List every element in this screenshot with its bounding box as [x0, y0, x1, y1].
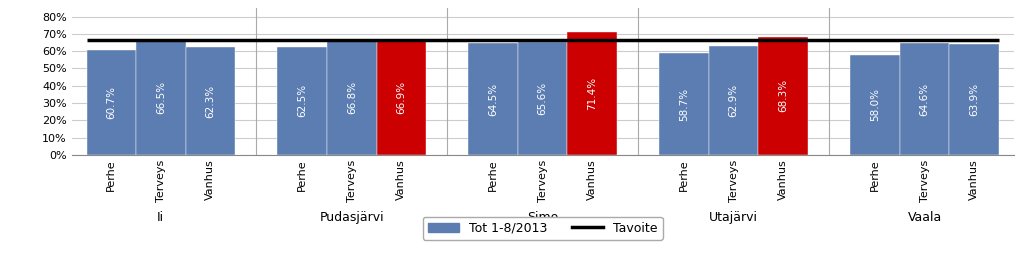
- Text: 71.4%: 71.4%: [587, 77, 597, 110]
- Text: 60.7%: 60.7%: [106, 86, 117, 119]
- Text: Vaala: Vaala: [907, 211, 942, 224]
- Bar: [136, 40, 185, 155]
- Text: Simo: Simo: [527, 211, 558, 224]
- Text: 66.8%: 66.8%: [347, 81, 356, 114]
- Text: 62.9%: 62.9%: [729, 84, 738, 117]
- Text: 68.3%: 68.3%: [778, 79, 788, 112]
- Text: 63.9%: 63.9%: [969, 83, 979, 116]
- Text: 66.9%: 66.9%: [396, 81, 407, 114]
- Text: Ii: Ii: [158, 211, 165, 224]
- Text: 64.6%: 64.6%: [920, 83, 930, 116]
- Text: Utajärvi: Utajärvi: [710, 211, 758, 224]
- Bar: [327, 40, 377, 155]
- Bar: [278, 47, 327, 155]
- Bar: [759, 37, 808, 155]
- Bar: [185, 47, 236, 155]
- Text: 58.0%: 58.0%: [870, 88, 881, 121]
- Text: 64.5%: 64.5%: [488, 83, 499, 116]
- Bar: [850, 55, 900, 155]
- Bar: [949, 45, 998, 155]
- Bar: [468, 44, 518, 155]
- Text: 62.5%: 62.5%: [297, 84, 307, 117]
- Bar: [567, 32, 617, 155]
- Text: 66.5%: 66.5%: [156, 81, 166, 114]
- Text: 58.7%: 58.7%: [679, 88, 689, 121]
- Bar: [900, 43, 949, 155]
- Bar: [518, 42, 567, 155]
- Text: Pudasjärvi: Pudasjärvi: [319, 211, 384, 224]
- Bar: [659, 53, 709, 155]
- Text: 65.6%: 65.6%: [538, 82, 548, 115]
- Bar: [709, 46, 759, 155]
- Legend: Tot 1-8/2013, Tavoite: Tot 1-8/2013, Tavoite: [423, 217, 663, 240]
- Bar: [377, 39, 426, 155]
- Text: 62.3%: 62.3%: [205, 84, 215, 117]
- Bar: [87, 50, 136, 155]
